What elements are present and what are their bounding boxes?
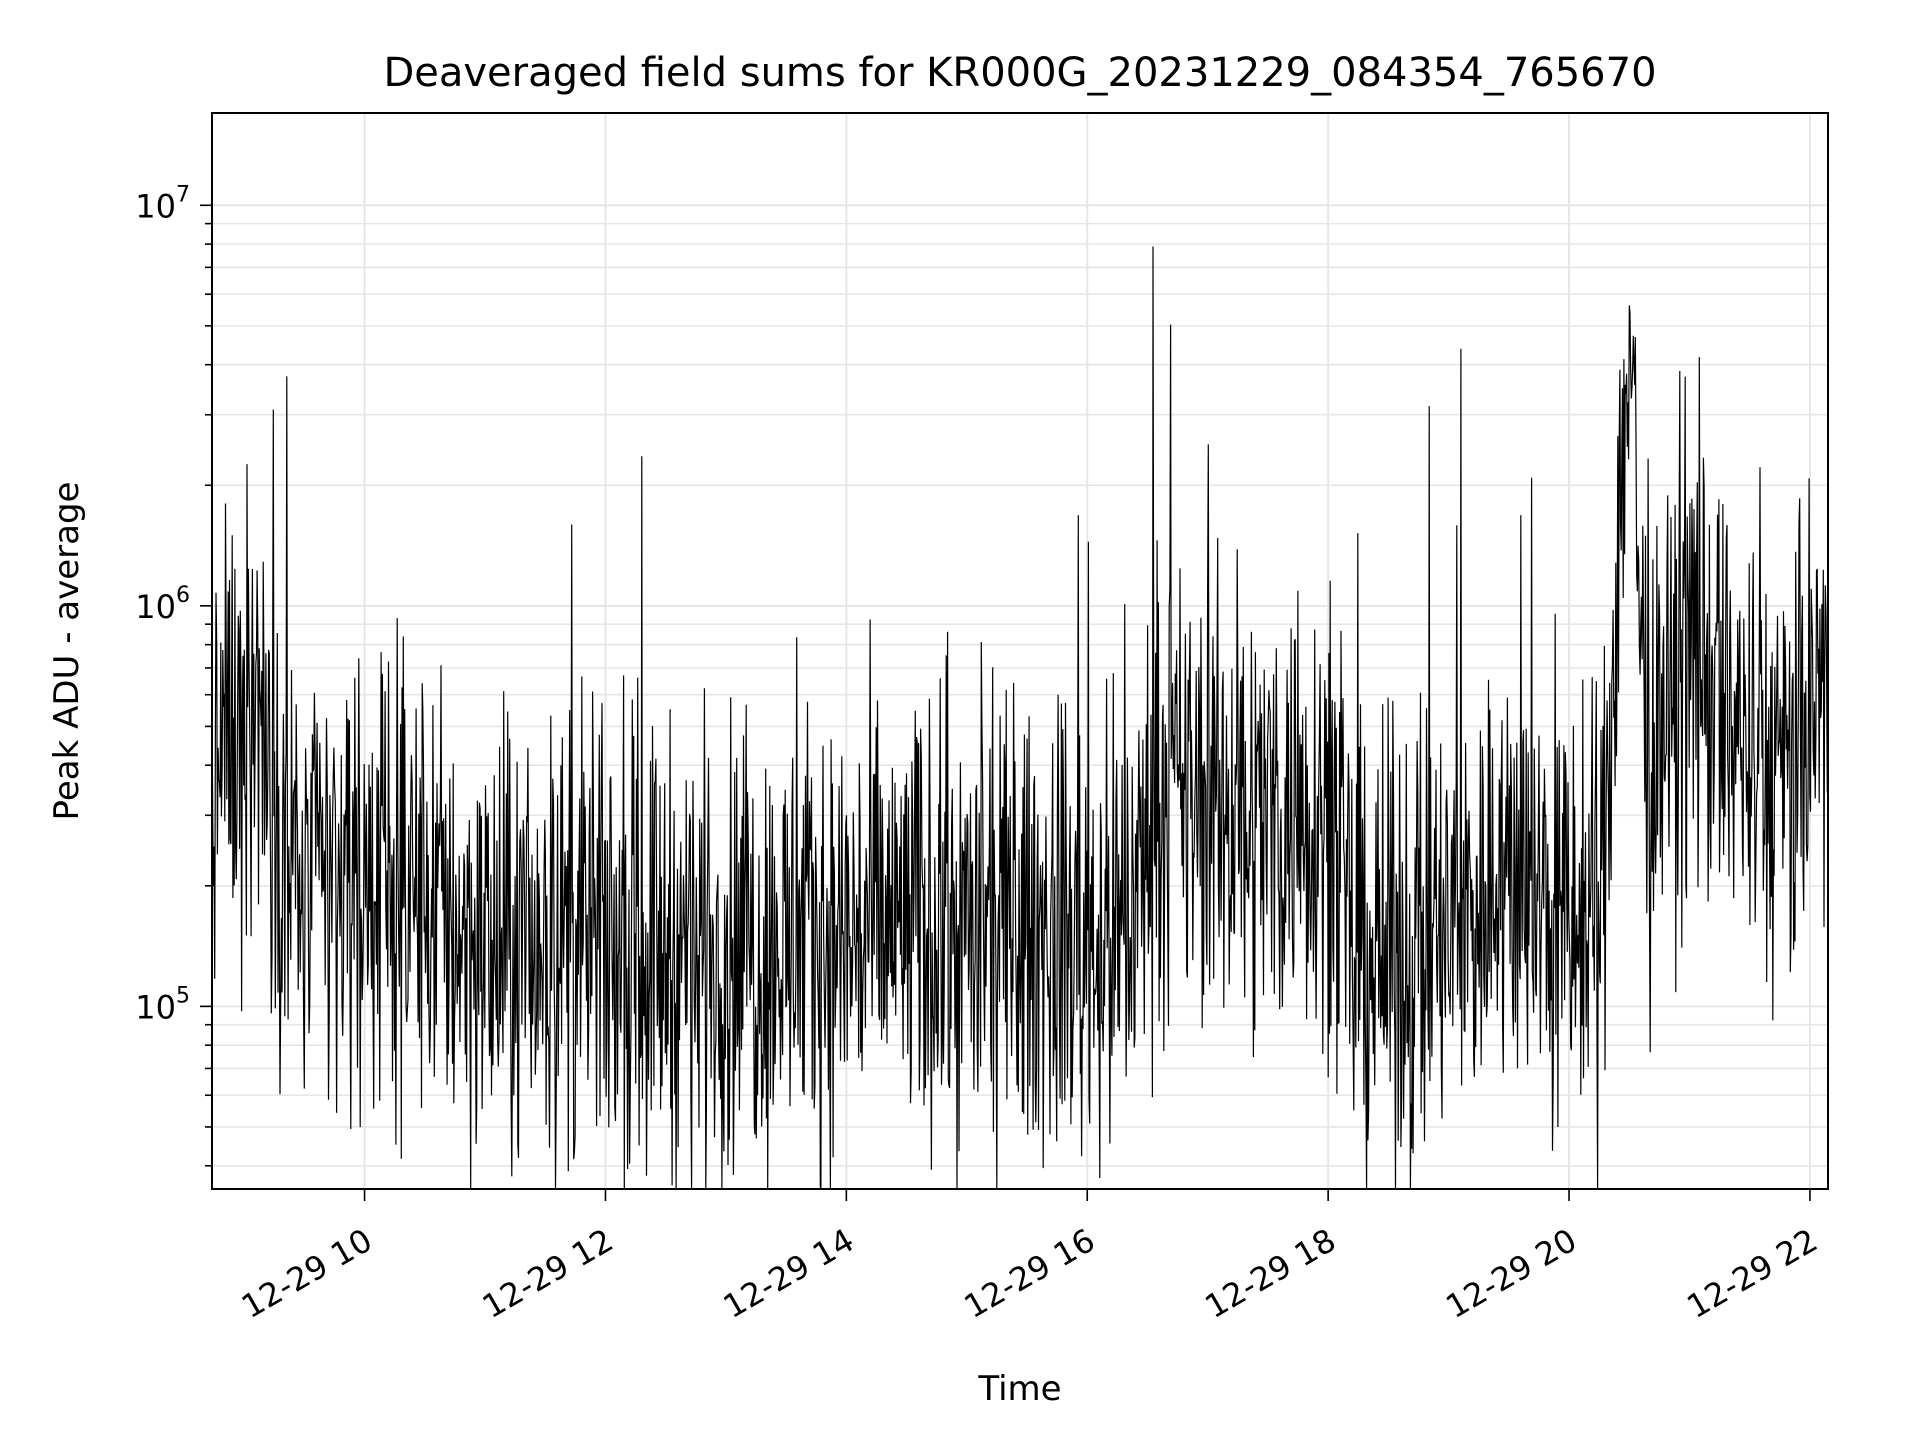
y-tick-label: 107: [135, 182, 190, 225]
y-tick-label: 105: [135, 983, 190, 1026]
y-axis-title: Peak ADU - average: [47, 482, 87, 821]
y-axis: 105 106 107: [135, 182, 212, 1167]
y-tick-label: 106: [135, 583, 190, 626]
x-axis-title: Time: [977, 1369, 1061, 1409]
series-line: [212, 246, 1828, 1189]
plot-frame: [211, 112, 1829, 1190]
chart-title: Deaveraged field sums for KR000G_2023122…: [383, 50, 1656, 96]
